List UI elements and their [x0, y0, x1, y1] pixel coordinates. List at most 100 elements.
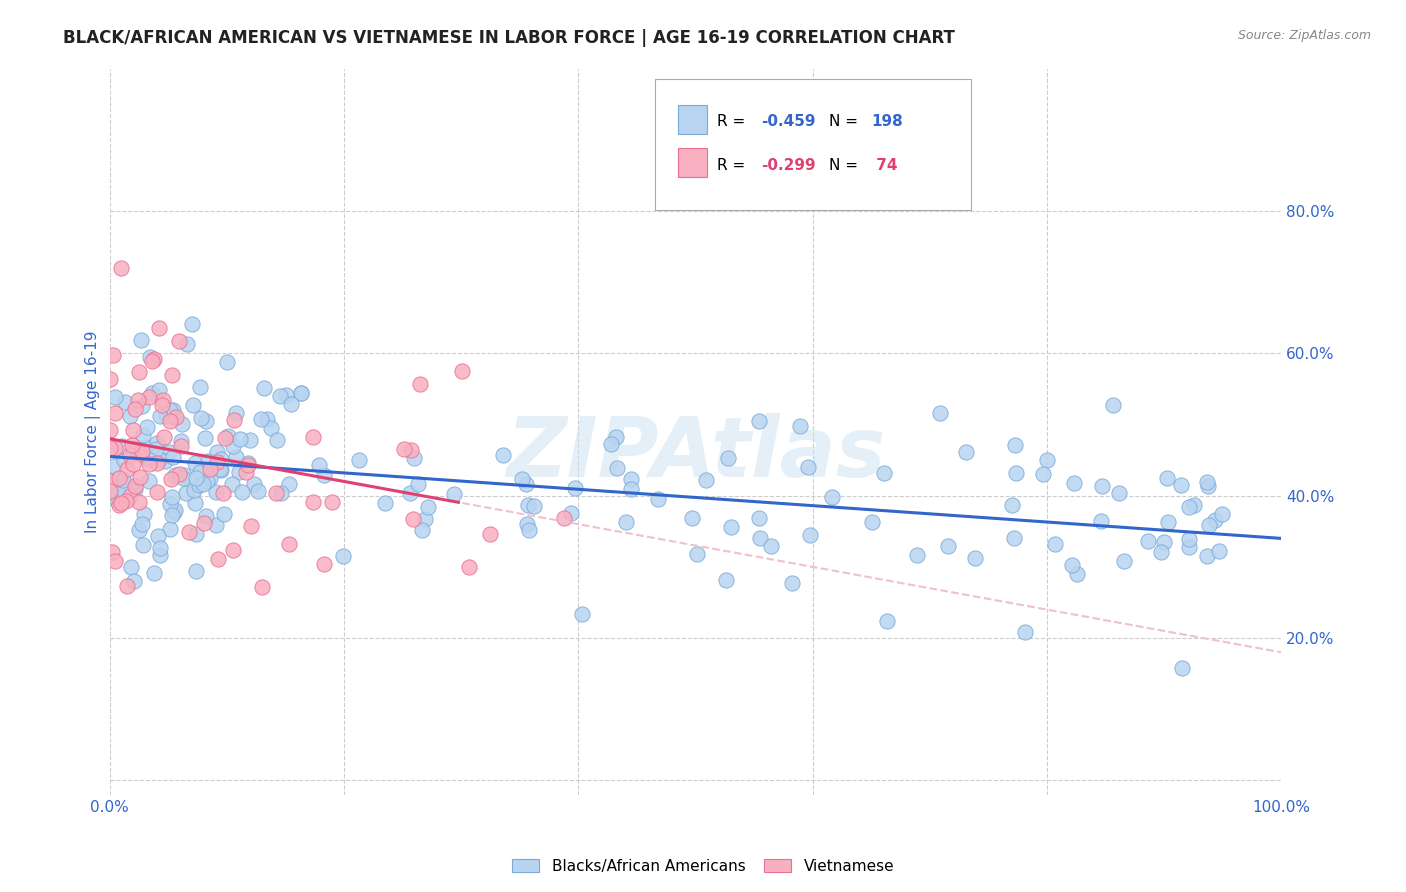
Point: [620, 482, 643, 496]
Point: [186, 564, 208, 578]
Bar: [678, 105, 707, 134]
Point: [98, 484, 121, 499]
Point: [191, 476, 214, 491]
Text: -0.459: -0.459: [761, 114, 815, 129]
Point: [290, 385, 312, 400]
Point: [290, 386, 312, 401]
Point: [170, 439, 193, 453]
Point: [98, 372, 121, 386]
Point: [98, 474, 121, 488]
Text: Source: ZipAtlas.com: Source: ZipAtlas.com: [1237, 29, 1371, 42]
FancyBboxPatch shape: [655, 79, 972, 211]
Point: [193, 516, 215, 530]
Point: [1036, 453, 1059, 467]
Point: [162, 508, 184, 523]
Text: N =: N =: [830, 158, 863, 172]
Point: [873, 466, 896, 480]
Point: [1090, 514, 1112, 528]
Y-axis label: In Labor Force | Age 16-19: In Labor Force | Age 16-19: [86, 330, 101, 533]
Point: [98, 441, 121, 455]
Point: [228, 466, 250, 480]
Text: BLACK/AFRICAN AMERICAN VS VIETNAMESE IN LABOR FORCE | AGE 16-19 CORRELATION CHAR: BLACK/AFRICAN AMERICAN VS VIETNAMESE IN …: [63, 29, 955, 46]
Point: [929, 406, 952, 420]
Point: [184, 456, 207, 470]
Point: [443, 487, 465, 501]
Point: [120, 448, 142, 462]
Point: [198, 462, 221, 476]
Point: [124, 479, 146, 493]
Point: [188, 477, 211, 491]
Point: [302, 495, 325, 509]
Point: [146, 529, 169, 543]
Point: [118, 489, 141, 503]
Point: [1153, 535, 1175, 549]
Point: [314, 468, 336, 483]
Point: [163, 468, 186, 483]
Point: [564, 481, 586, 495]
Point: [235, 465, 257, 479]
Point: [108, 498, 131, 512]
Point: [160, 472, 183, 486]
Point: [100, 544, 122, 558]
Point: [165, 502, 187, 516]
Point: [186, 471, 208, 485]
Point: [188, 466, 211, 480]
Point: [112, 473, 135, 487]
Point: [155, 409, 177, 424]
Point: [399, 486, 422, 500]
Point: [149, 549, 172, 563]
Point: [167, 334, 190, 348]
Point: [411, 523, 433, 537]
Point: [392, 442, 415, 456]
Point: [620, 472, 643, 486]
Point: [176, 336, 198, 351]
Point: [516, 516, 538, 531]
Point: [141, 353, 163, 368]
Point: [172, 470, 194, 484]
Point: [129, 334, 152, 348]
Point: [217, 429, 239, 443]
Point: [148, 384, 170, 398]
Point: [239, 433, 262, 447]
Point: [647, 492, 669, 507]
Point: [748, 414, 770, 428]
Point: [207, 455, 229, 469]
Point: [222, 439, 245, 453]
Point: [347, 453, 370, 467]
Point: [1171, 661, 1194, 675]
Point: [515, 477, 537, 491]
Point: [277, 537, 299, 551]
Point: [332, 549, 354, 563]
Point: [1032, 467, 1054, 481]
Point: [121, 457, 143, 471]
Point: [821, 490, 844, 504]
Point: [510, 472, 533, 486]
Point: [128, 470, 150, 484]
Point: [132, 538, 155, 552]
Point: [138, 474, 160, 488]
Point: [108, 471, 131, 485]
Text: R =: R =: [717, 158, 749, 172]
Point: [222, 413, 245, 427]
Point: [1156, 515, 1178, 529]
Point: [478, 526, 501, 541]
Point: [278, 477, 301, 491]
Point: [225, 450, 247, 464]
Point: [128, 523, 150, 537]
Point: [104, 554, 127, 568]
Point: [686, 547, 709, 561]
Point: [450, 364, 472, 378]
Point: [1101, 398, 1123, 412]
Point: [170, 417, 193, 432]
Point: [308, 458, 330, 473]
Point: [173, 468, 195, 483]
Point: [517, 523, 540, 537]
Point: [246, 483, 269, 498]
Point: [269, 389, 291, 403]
Point: [118, 409, 141, 423]
Point: [250, 581, 273, 595]
Point: [231, 485, 253, 500]
Point: [115, 579, 138, 593]
Point: [152, 393, 174, 408]
Point: [1177, 533, 1199, 547]
